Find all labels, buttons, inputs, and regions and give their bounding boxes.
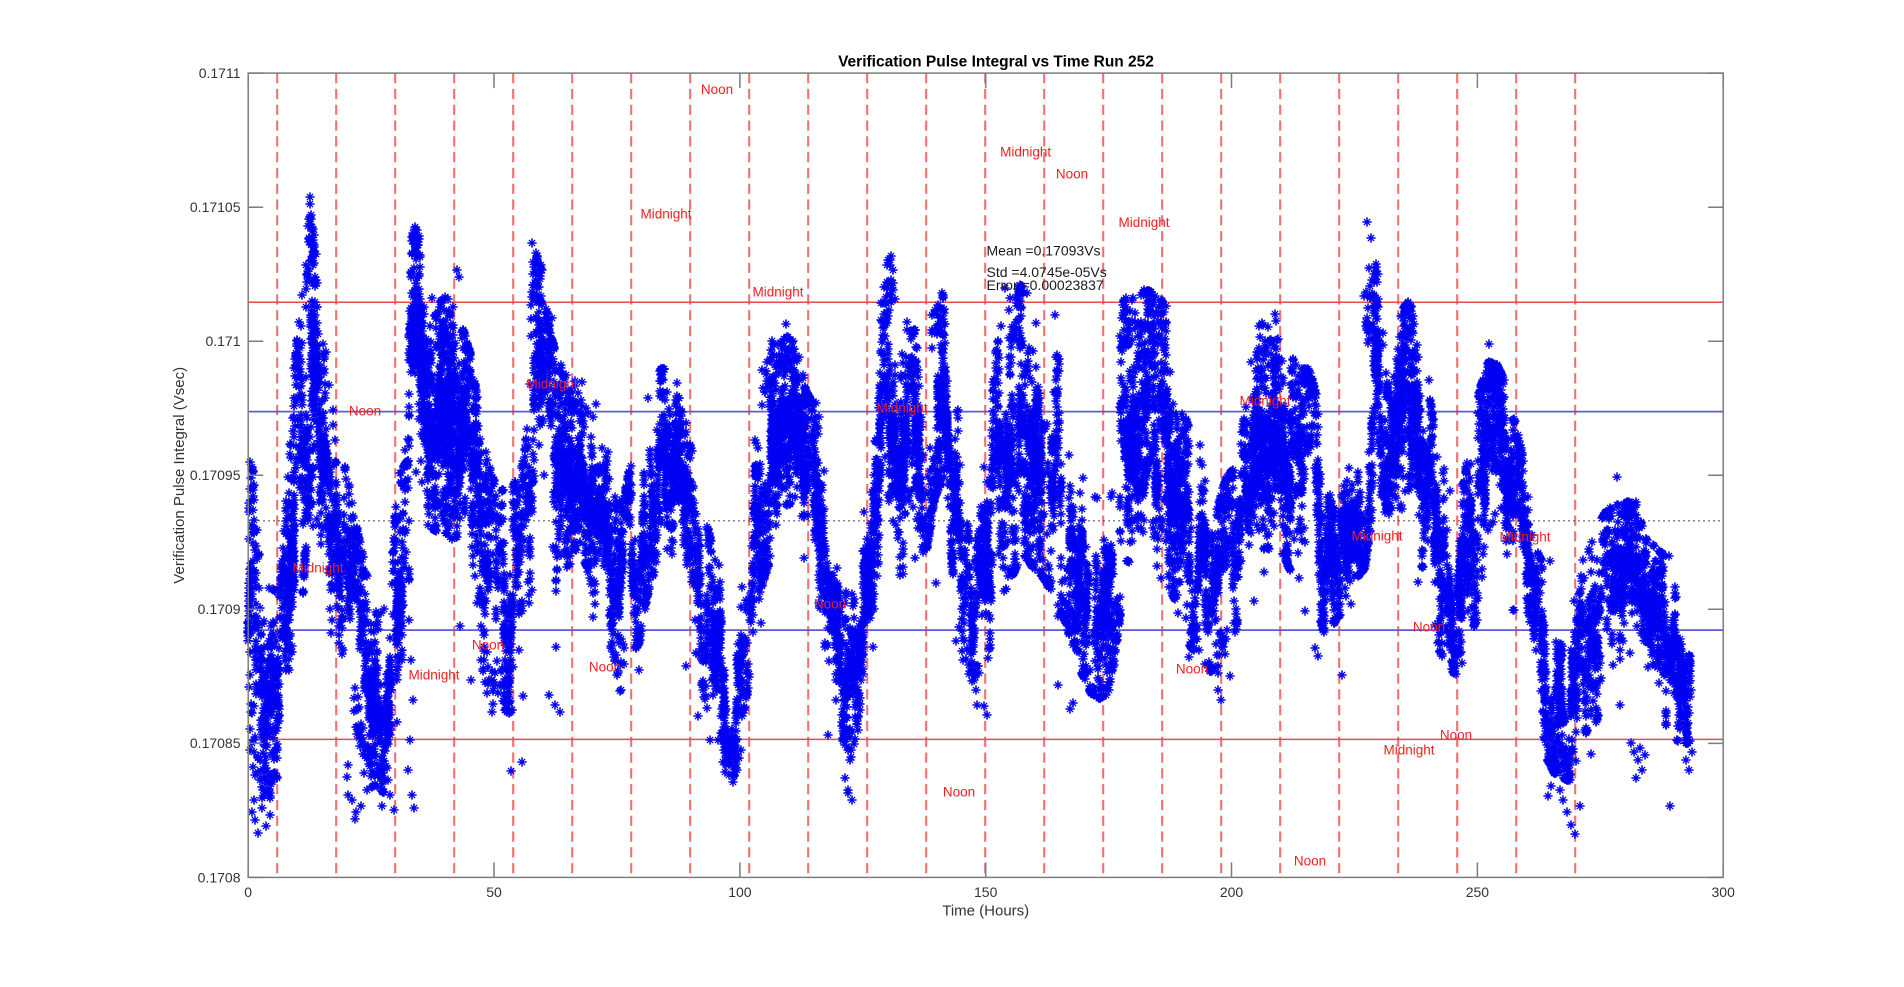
svg-text:Midnight: Midnight	[876, 401, 927, 416]
svg-text:Noon: Noon	[1294, 854, 1326, 869]
svg-text:250: 250	[1466, 884, 1490, 900]
svg-text:0.1709: 0.1709	[198, 601, 241, 617]
svg-text:Midnight: Midnight	[1118, 215, 1169, 230]
svg-text:Noon: Noon	[943, 785, 975, 800]
svg-text:Noon: Noon	[349, 404, 381, 419]
svg-text:Midnight: Midnight	[1499, 530, 1550, 545]
svg-text:Noon: Noon	[472, 638, 504, 653]
svg-text:0.17085: 0.17085	[190, 735, 241, 751]
svg-text:Noon: Noon	[1413, 620, 1445, 635]
svg-text:Noon: Noon	[1176, 662, 1208, 677]
svg-text:Noon: Noon	[1056, 167, 1088, 182]
svg-text:Noon: Noon	[814, 597, 846, 612]
svg-text:Error =0.00023837: Error =0.00023837	[987, 277, 1104, 293]
svg-text:Mean =0.17093Vs: Mean =0.17093Vs	[987, 243, 1101, 259]
svg-text:0.171: 0.171	[205, 333, 240, 349]
svg-text:100: 100	[728, 884, 752, 900]
svg-text:50: 50	[486, 884, 502, 900]
svg-text:0.17095: 0.17095	[190, 467, 241, 483]
svg-text:Noon: Noon	[701, 82, 733, 97]
svg-text:Verification Pulse Integral (V: Verification Pulse Integral (Vsec)	[171, 367, 188, 584]
svg-text:Midnight: Midnight	[292, 561, 343, 576]
svg-text:300: 300	[1712, 884, 1736, 900]
svg-text:Midnight: Midnight	[1000, 145, 1051, 160]
svg-text:0.17105: 0.17105	[190, 199, 241, 215]
svg-text:Midnight: Midnight	[408, 668, 459, 683]
svg-text:Midnight: Midnight	[1383, 743, 1434, 758]
svg-text:0: 0	[244, 884, 252, 900]
svg-text:Time (Hours): Time (Hours)	[942, 903, 1029, 920]
svg-text:0.1708: 0.1708	[198, 869, 241, 885]
svg-text:Midnight: Midnight	[526, 377, 577, 392]
svg-text:0.1711: 0.1711	[199, 65, 241, 81]
svg-text:Midnight: Midnight	[1239, 394, 1290, 409]
svg-text:Midnight: Midnight	[1351, 529, 1402, 544]
svg-text:Midnight: Midnight	[640, 207, 691, 222]
svg-text:Verification Pulse Integral vs: Verification Pulse Integral vs Time Run …	[838, 54, 1154, 71]
svg-text:Midnight: Midnight	[752, 285, 803, 300]
svg-text:150: 150	[974, 884, 998, 900]
svg-text:200: 200	[1220, 884, 1244, 900]
svg-text:Noon: Noon	[1440, 728, 1472, 743]
svg-text:Noon: Noon	[589, 660, 621, 675]
